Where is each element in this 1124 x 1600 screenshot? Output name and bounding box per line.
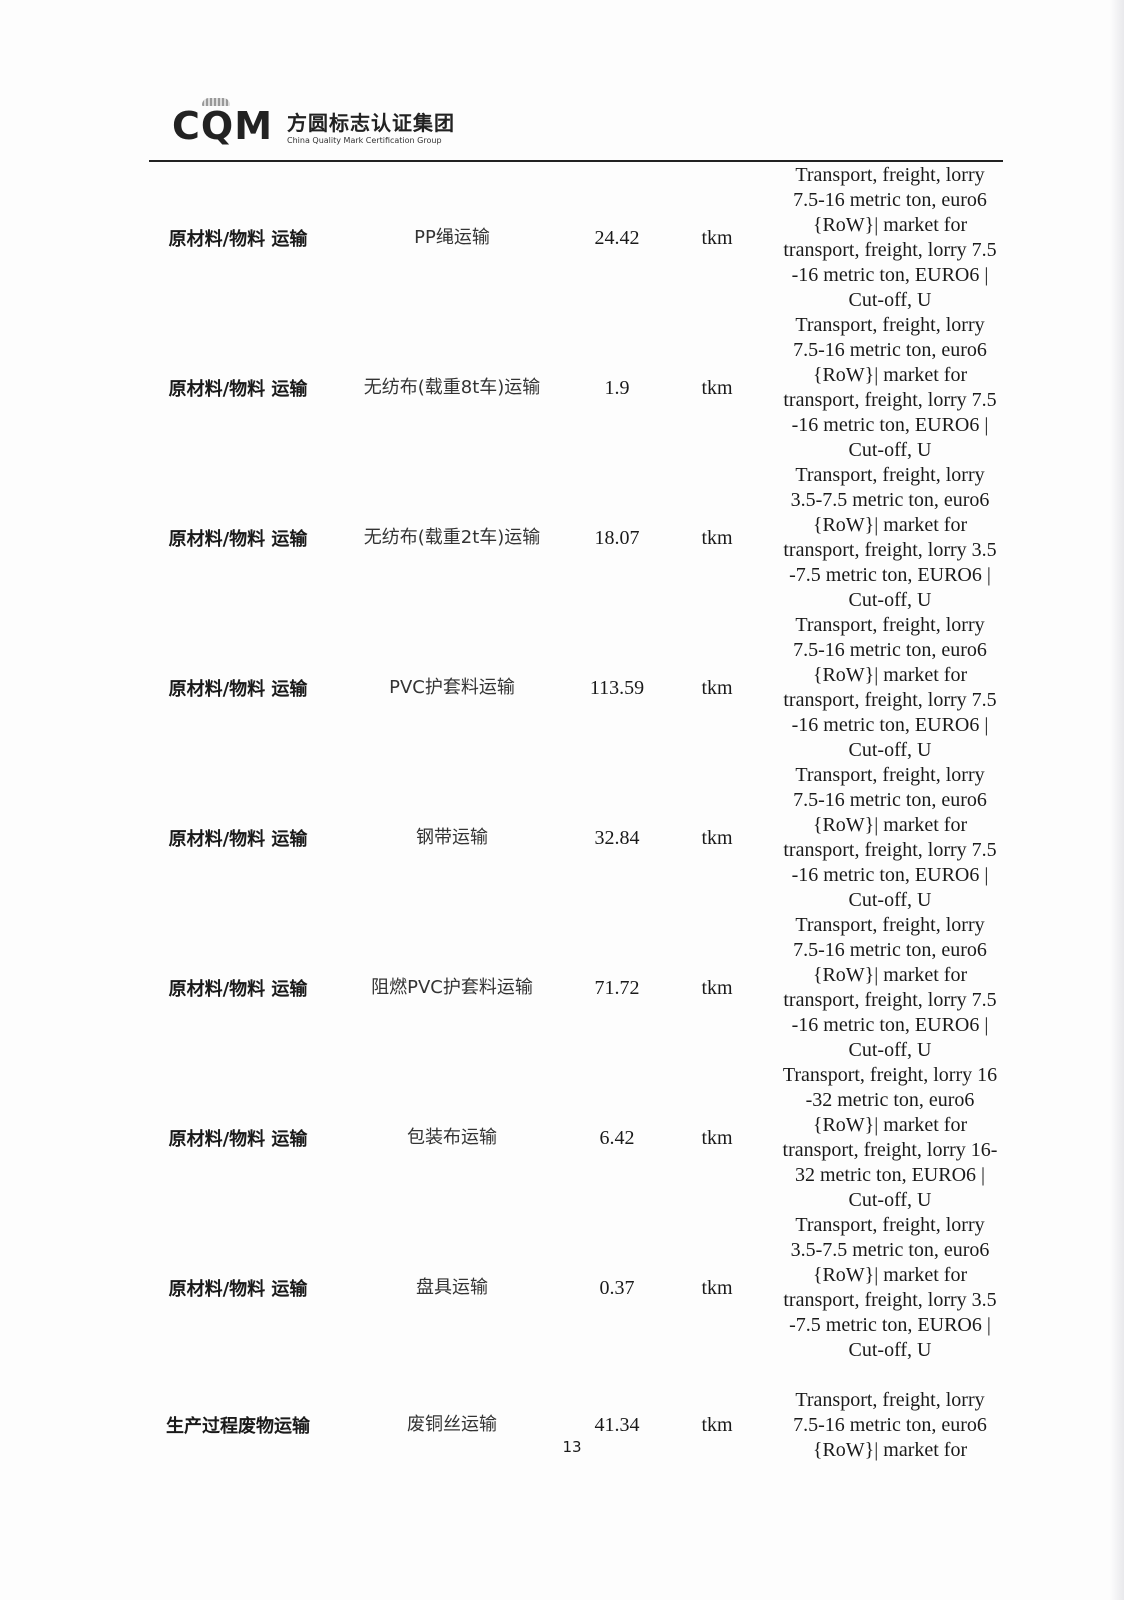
description-cell: Transport, freight, lorry 7.5-16 metric … bbox=[783, 614, 997, 761]
table-row: 原材料/物料 运输 无纺布(载重8t车)运输 1.9 tkm Transport, fr… bbox=[149, 313, 1003, 463]
description-cell: Transport, freight, lorry 7.5-16 metric … bbox=[783, 914, 997, 1061]
crown-icon bbox=[202, 98, 230, 106]
description-cell: Transport, freight, lorry 7.5-16 metric … bbox=[783, 164, 997, 311]
item-cell: 无纺布(载重2t车)运输 bbox=[363, 527, 541, 548]
description-cell: Transport, freight, lorry 3.5-7.5 metric… bbox=[783, 464, 997, 611]
item-cell: 包装布运输 bbox=[407, 1127, 497, 1148]
value-cell: 32.84 bbox=[594, 826, 640, 849]
value-cell: 24.42 bbox=[594, 226, 640, 249]
logo-mark: CQM bbox=[172, 98, 274, 148]
item-cell: PP绳运输 bbox=[414, 227, 490, 248]
item-cell: 无纺布(载重8t车)运输 bbox=[363, 377, 541, 398]
unit-cell: tkm bbox=[701, 676, 733, 699]
category-cell: 原材料/物料 运输 bbox=[168, 679, 308, 700]
transport-table: 原材料/物料 运输 PP绳运输 24.42 tkm Transport, freight… bbox=[149, 163, 1003, 1487]
table-row: 原材料/物料 运输 无纺布(载重2t车)运输 18.07 tkm Transport, … bbox=[149, 463, 1003, 613]
category-cell: 生产过程废物运输 bbox=[166, 1416, 310, 1437]
table-row: 原材料/物料 运输 包装布运输 6.42 tkm Transport, freight,… bbox=[149, 1063, 1003, 1213]
header-rule bbox=[149, 160, 1003, 162]
logo-english-name: China Quality Mark Certification Group bbox=[287, 136, 442, 145]
value-cell: 41.34 bbox=[594, 1413, 640, 1436]
unit-cell: tkm bbox=[701, 976, 733, 999]
table-row: 原材料/物料 运输 阻燃PVC护套料运输 71.72 tkm Transport, fr… bbox=[149, 913, 1003, 1063]
item-cell: 阻燃PVC护套料运输 bbox=[371, 977, 533, 998]
category-cell: 原材料/物料 运输 bbox=[168, 1129, 308, 1150]
value-cell: 6.42 bbox=[599, 1126, 635, 1149]
page-number: 13 bbox=[562, 1438, 582, 1456]
table-row: 原材料/物料 运输 盘具运输 0.37 tkm Transport, freight, … bbox=[149, 1213, 1003, 1363]
description-cell: Transport, freight, lorry 7.5-16 metric … bbox=[793, 1388, 987, 1461]
unit-cell: tkm bbox=[701, 1413, 733, 1436]
logo-chinese-name: 方圆标志认证集团 bbox=[287, 111, 456, 135]
table-row: 生产过程废物运输 废铜丝运输 41.34 tkm Transport, freight,… bbox=[149, 1363, 1003, 1487]
value-cell: 71.72 bbox=[594, 976, 640, 999]
unit-cell: tkm bbox=[701, 526, 733, 549]
value-cell: 18.07 bbox=[594, 526, 640, 549]
unit-cell: tkm bbox=[701, 1276, 733, 1299]
item-cell: PVC护套料运输 bbox=[389, 677, 515, 698]
table-row: 原材料/物料 运输 PVC护套料运输 113.59 tkm Transport, fre… bbox=[149, 613, 1003, 763]
description-cell: Transport, freight, lorry 7.5-16 metric … bbox=[783, 764, 997, 911]
cqm-logo: CQM 方圆标志认证集团 China Quality Mark Certific… bbox=[172, 98, 456, 148]
unit-cell: tkm bbox=[701, 826, 733, 849]
category-cell: 原材料/物料 运输 bbox=[168, 1279, 308, 1300]
value-cell: 113.59 bbox=[589, 676, 645, 699]
scan-edge bbox=[1110, 0, 1124, 1600]
description-cell: Transport, freight, lorry 3.5-7.5 metric… bbox=[783, 1214, 997, 1361]
item-cell: 废铜丝运输 bbox=[407, 1414, 497, 1435]
description-cell: Transport, freight, lorry 7.5-16 metric … bbox=[783, 314, 997, 461]
table-row: 原材料/物料 运输 PP绳运输 24.42 tkm Transport, freight… bbox=[149, 163, 1003, 313]
unit-cell: tkm bbox=[701, 376, 733, 399]
category-cell: 原材料/物料 运输 bbox=[168, 529, 308, 550]
logo-mark-text: CQM bbox=[172, 104, 274, 148]
item-cell: 钢带运输 bbox=[416, 827, 488, 848]
unit-cell: tkm bbox=[701, 226, 733, 249]
value-cell: 0.37 bbox=[599, 1276, 635, 1299]
value-cell: 1.9 bbox=[604, 376, 630, 399]
description-cell: Transport, freight, lorry 16 -32 metric … bbox=[782, 1064, 998, 1211]
category-cell: 原材料/物料 运输 bbox=[168, 829, 308, 850]
item-cell: 盘具运输 bbox=[416, 1277, 488, 1298]
category-cell: 原材料/物料 运输 bbox=[168, 229, 308, 250]
table-row: 原材料/物料 运输 钢带运输 32.84 tkm Transport, freight,… bbox=[149, 763, 1003, 913]
category-cell: 原材料/物料 运输 bbox=[168, 379, 308, 400]
category-cell: 原材料/物料 运输 bbox=[168, 979, 308, 1000]
unit-cell: tkm bbox=[701, 1126, 733, 1149]
